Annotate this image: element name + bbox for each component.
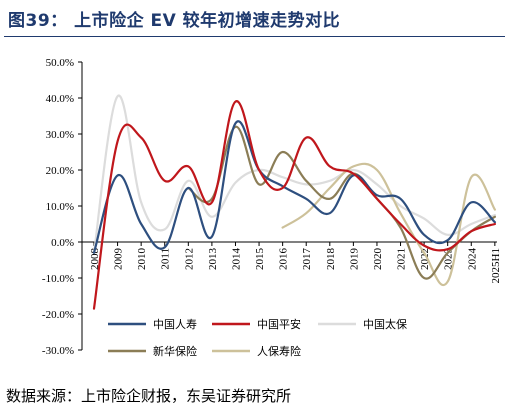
y-tick-label: 0.0% <box>51 237 74 249</box>
y-tick-label: 50.0% <box>46 57 74 69</box>
x-tick-label: 2020 <box>372 248 384 271</box>
series-line-1 <box>92 120 496 254</box>
y-tick-label: -10.0% <box>42 273 74 285</box>
x-tick-label: 2016 <box>278 248 290 271</box>
series-line-3 <box>92 94 496 254</box>
series-line-2 <box>92 100 496 310</box>
x-tick-label: 2008 <box>89 248 101 271</box>
x-tick-label: 2024 <box>466 248 478 271</box>
x-tick-label: 2014 <box>230 248 242 270</box>
y-tick-label: 30.0% <box>46 129 74 141</box>
title-divider <box>4 36 505 37</box>
x-tick-label: 2013 <box>207 248 219 271</box>
x-tick-label: 2018 <box>325 248 337 271</box>
series-line-4 <box>187 125 496 280</box>
x-tick-label: 2009 <box>113 248 125 271</box>
x-tick-label: 2025H1 <box>490 248 502 283</box>
x-tick-label: 2019 <box>348 248 360 271</box>
ev-growth-line-chart: 50.0% 40.0% 30.0% 20.0% 10.0% 0.0% -10.0% -20.0… <box>42 57 502 358</box>
x-tick-label: 2012 <box>183 248 195 270</box>
legend-label: 中国人寿 <box>153 317 197 331</box>
y-tick-label: 40.0% <box>46 93 74 105</box>
x-tick-label: 2022 <box>419 248 431 270</box>
series-line-5 <box>281 162 496 286</box>
legend-label: 新华保险 <box>153 344 197 358</box>
legend-label: 中国平安 <box>257 317 301 331</box>
y-tick-label: 10.0% <box>46 201 74 213</box>
data-source-note: 数据来源：上市险企财报，东吴证券研究所 <box>6 387 292 405</box>
figure-title: 图39： 上市险企 EV 较年初增速走势对比 <box>8 11 341 31</box>
x-tick-label: 2021 <box>396 248 408 270</box>
x-tick-label: 2017 <box>301 248 313 271</box>
x-tick-label: 2023 <box>443 248 455 271</box>
legend-label: 中国太保 <box>363 317 407 331</box>
x-tick-label: 2010 <box>136 248 148 271</box>
x-tick-label: 2015 <box>254 248 266 271</box>
x-tick-label: 2011 <box>160 248 172 270</box>
y-tick-label: 20.0% <box>46 165 74 177</box>
legend-label: 人保寿险 <box>257 344 301 358</box>
y-tick-label: -30.0% <box>42 345 74 357</box>
y-tick-label: -20.0% <box>42 309 74 321</box>
